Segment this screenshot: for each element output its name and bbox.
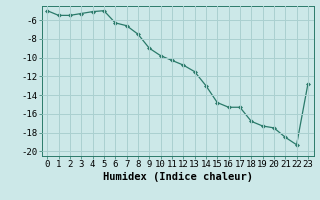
X-axis label: Humidex (Indice chaleur): Humidex (Indice chaleur) xyxy=(103,172,252,182)
